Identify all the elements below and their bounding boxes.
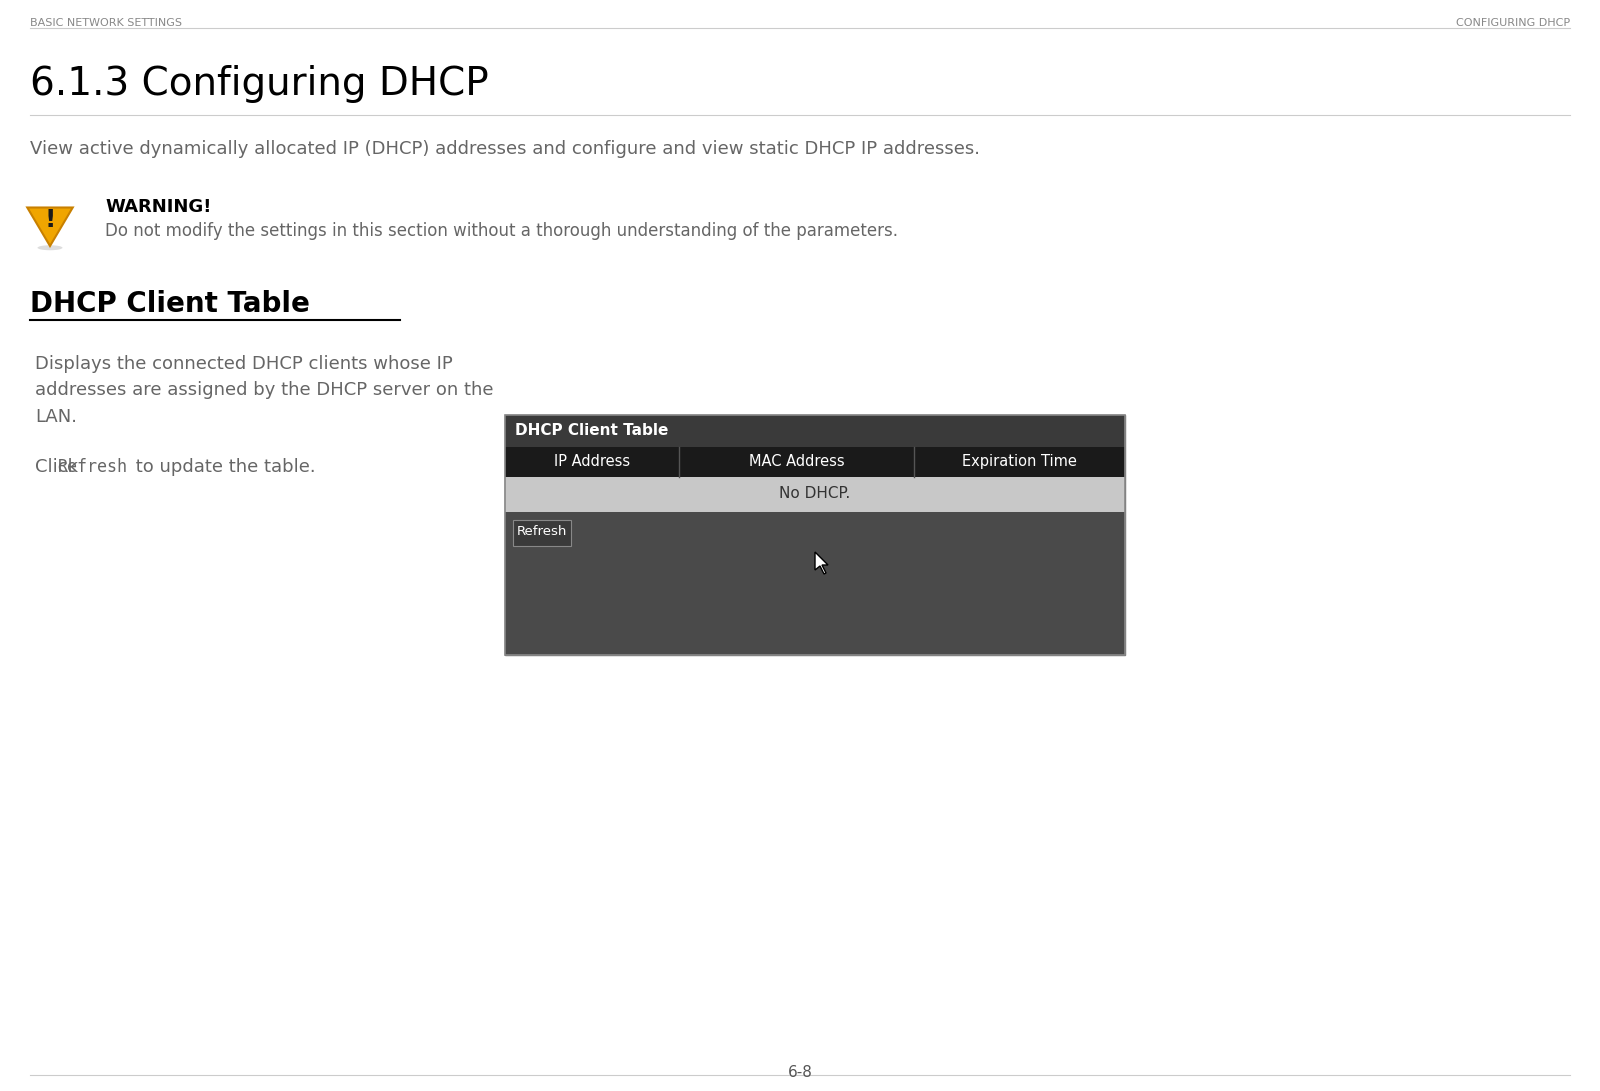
Text: WARNING!: WARNING!: [106, 197, 211, 216]
Text: IP Address: IP Address: [554, 454, 630, 469]
Text: Do not modify the settings in this section without a thorough understanding of t: Do not modify the settings in this secti…: [106, 221, 898, 240]
Polygon shape: [814, 552, 829, 574]
Text: DHCP Client Table: DHCP Client Table: [515, 423, 669, 437]
Ellipse shape: [37, 245, 62, 250]
Text: CONFIGURING DHCP: CONFIGURING DHCP: [1456, 17, 1570, 28]
FancyBboxPatch shape: [506, 415, 1125, 447]
Text: DHCP Client Table: DHCP Client Table: [30, 290, 310, 317]
FancyBboxPatch shape: [506, 447, 1125, 477]
Polygon shape: [27, 207, 72, 245]
Text: Expiration Time: Expiration Time: [962, 454, 1077, 469]
Text: BASIC NETWORK SETTINGS: BASIC NETWORK SETTINGS: [30, 17, 182, 28]
FancyBboxPatch shape: [506, 415, 1125, 655]
Text: No DHCP.: No DHCP.: [779, 485, 851, 501]
Text: Refresh: Refresh: [517, 525, 566, 538]
Text: !: !: [45, 208, 56, 232]
FancyBboxPatch shape: [514, 520, 571, 546]
Text: 6.1.3 Configuring DHCP: 6.1.3 Configuring DHCP: [30, 65, 488, 103]
Text: View active dynamically allocated IP (DHCP) addresses and configure and view sta: View active dynamically allocated IP (DH…: [30, 140, 979, 158]
Text: 6-8: 6-8: [787, 1065, 813, 1080]
Text: MAC Address: MAC Address: [749, 454, 845, 469]
Text: to update the table.: to update the table.: [130, 458, 315, 476]
Text: Refresh: Refresh: [58, 458, 128, 476]
FancyBboxPatch shape: [506, 477, 1125, 512]
Text: Displays the connected DHCP clients whose IP
addresses are assigned by the DHCP : Displays the connected DHCP clients whos…: [35, 355, 493, 425]
FancyBboxPatch shape: [506, 512, 1125, 655]
Text: Click: Click: [35, 458, 83, 476]
